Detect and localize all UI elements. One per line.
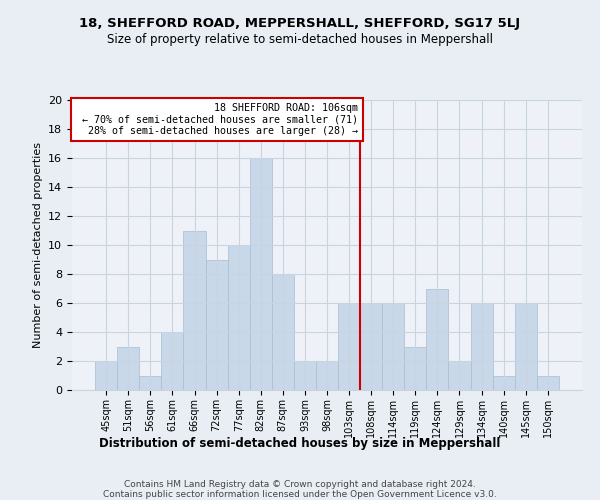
- Text: 18 SHEFFORD ROAD: 106sqm
← 70% of semi-detached houses are smaller (71)
  28% of: 18 SHEFFORD ROAD: 106sqm ← 70% of semi-d…: [76, 103, 358, 136]
- Bar: [338, 303, 360, 390]
- Bar: [404, 346, 427, 390]
- Bar: [117, 346, 139, 390]
- Bar: [294, 361, 316, 390]
- Bar: [95, 361, 117, 390]
- Bar: [206, 260, 227, 390]
- Bar: [227, 245, 250, 390]
- Bar: [161, 332, 184, 390]
- Bar: [537, 376, 559, 390]
- Bar: [139, 376, 161, 390]
- Bar: [427, 288, 448, 390]
- Text: Distribution of semi-detached houses by size in Meppershall: Distribution of semi-detached houses by …: [100, 438, 500, 450]
- Bar: [470, 303, 493, 390]
- Bar: [360, 303, 382, 390]
- Bar: [493, 376, 515, 390]
- Bar: [382, 303, 404, 390]
- Bar: [515, 303, 537, 390]
- Bar: [184, 230, 206, 390]
- Bar: [250, 158, 272, 390]
- Text: Size of property relative to semi-detached houses in Meppershall: Size of property relative to semi-detach…: [107, 32, 493, 46]
- Text: Contains HM Land Registry data © Crown copyright and database right 2024.
Contai: Contains HM Land Registry data © Crown c…: [103, 480, 497, 500]
- Bar: [316, 361, 338, 390]
- Bar: [448, 361, 470, 390]
- Text: 18, SHEFFORD ROAD, MEPPERSHALL, SHEFFORD, SG17 5LJ: 18, SHEFFORD ROAD, MEPPERSHALL, SHEFFORD…: [79, 18, 521, 30]
- Y-axis label: Number of semi-detached properties: Number of semi-detached properties: [32, 142, 43, 348]
- Bar: [272, 274, 294, 390]
